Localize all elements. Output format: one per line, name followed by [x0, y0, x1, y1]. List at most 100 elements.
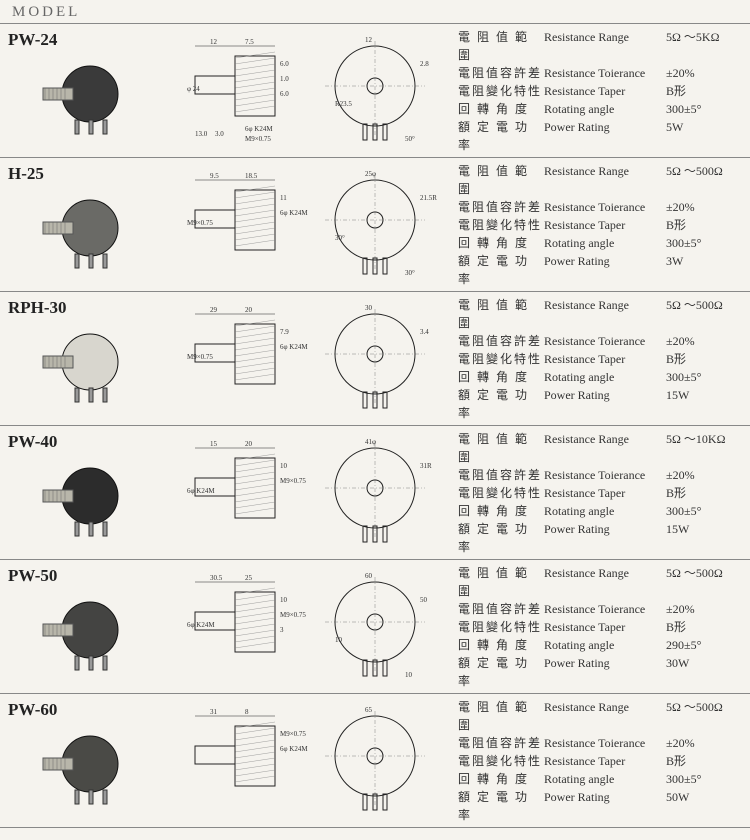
svg-text:30.5: 30.5 — [210, 574, 223, 582]
svg-text:30°: 30° — [405, 269, 415, 277]
model-name: PW-60 — [8, 700, 57, 720]
spec-line: 額 定 電 功 率Power Rating3W — [458, 252, 742, 288]
spec-line: 額 定 電 功 率Power Rating30W — [458, 654, 742, 690]
spec-line: 電阻變化特性Resistance TaperB形 — [458, 618, 742, 636]
svg-text:10: 10 — [280, 462, 288, 470]
spec-line: 額 定 電 功 率Power Rating15W — [458, 520, 742, 556]
spec-label-cn: 回 轉 角 度 — [458, 234, 544, 252]
spec-label-cn: 電阻值容許差 — [458, 64, 544, 82]
spec-line: 電阻值容許差Resistance Toierance±20% — [458, 198, 742, 216]
spec-value: ±20% — [666, 64, 742, 82]
spec-label-cn: 額 定 電 功 率 — [458, 118, 544, 154]
svg-text:3: 3 — [280, 626, 284, 634]
spec-label-en: Resistance Toierance — [544, 332, 666, 350]
spec-value: 300±5° — [666, 770, 742, 788]
spec-line: 額 定 電 功 率Power Rating5W — [458, 118, 742, 154]
spec-value: 5Ω ～500Ω — [666, 162, 742, 198]
spec-label-en: Resistance Taper — [544, 618, 666, 636]
svg-text:10: 10 — [280, 596, 288, 604]
spec-label-cn: 電阻變化特性 — [458, 752, 544, 770]
spec-label-en: Power Rating — [544, 252, 666, 288]
svg-text:30°: 30° — [335, 234, 345, 242]
svg-text:20: 20 — [245, 440, 253, 448]
spec-label-en: Rotating angle — [544, 636, 666, 654]
model-row: PW-60318M9×0.756φ K24M65電 阻 值 範 圍Resista… — [0, 694, 750, 828]
spec-value: 300±5° — [666, 100, 742, 118]
svg-text:50°: 50° — [405, 135, 415, 143]
spec-line: 回 轉 角 度Rotating angle300±5° — [458, 100, 742, 118]
spec-label-cn: 額 定 電 功 率 — [458, 520, 544, 556]
svg-text:65: 65 — [365, 706, 373, 714]
spec-label-cn: 回 轉 角 度 — [458, 502, 544, 520]
spec-line: 電阻值容許差Resistance Toierance±20% — [458, 332, 742, 350]
spec-value: 5W — [666, 118, 742, 154]
spec-line: 電阻變化特性Resistance TaperB形 — [458, 350, 742, 368]
svg-text:R23.5: R23.5 — [335, 100, 352, 108]
model-row: PW-40152010M9×0.756φ K24M41φ31R電 阻 值 範 圍… — [0, 426, 750, 560]
spec-line: 電 阻 值 範 圍Resistance Range5Ω ～500Ω — [458, 564, 742, 600]
svg-text:6φ K24M: 6φ K24M — [280, 745, 308, 753]
spec-value: 3W — [666, 252, 742, 288]
spec-line: 電阻值容許差Resistance Toierance±20% — [458, 734, 742, 752]
spec-line: 電阻變化特性Resistance TaperB形 — [458, 216, 742, 234]
spec-label-cn: 電 阻 值 範 圍 — [458, 564, 544, 600]
spec-label-cn: 電阻變化特性 — [458, 350, 544, 368]
spec-label-cn: 額 定 電 功 率 — [458, 788, 544, 824]
spec-label-en: Resistance Toierance — [544, 64, 666, 82]
spec-value: 300±5° — [666, 368, 742, 386]
model-column: PW-24 — [0, 28, 170, 153]
spec-label-cn: 回 轉 角 度 — [458, 100, 544, 118]
svg-text:31: 31 — [210, 708, 218, 716]
svg-text:18.5: 18.5 — [245, 172, 258, 180]
model-row: RPH-3029207.96φ K24MM9×0.75303.4電 阻 值 範 … — [0, 292, 750, 426]
spec-value: 50W — [666, 788, 742, 824]
svg-text:M9×0.75: M9×0.75 — [187, 353, 213, 361]
spec-label-cn: 電阻變化特性 — [458, 484, 544, 502]
spec-value: 300±5° — [666, 502, 742, 520]
spec-value: 5Ω ～500Ω — [666, 698, 742, 734]
svg-text:13.0: 13.0 — [195, 130, 208, 138]
spec-label-en: Power Rating — [544, 118, 666, 154]
spec-label-en: Resistance Range — [544, 296, 666, 332]
spec-line: 電阻值容許差Resistance Toierance±20% — [458, 600, 742, 618]
svg-text:M9×0.75: M9×0.75 — [280, 730, 306, 738]
model-column: PW-60 — [0, 698, 170, 823]
product-photo — [35, 722, 135, 807]
svg-text:31R: 31R — [420, 462, 432, 470]
spec-label-en: Resistance Taper — [544, 82, 666, 100]
diagram-column: 29207.96φ K24MM9×0.75303.4 — [170, 296, 450, 421]
model-column: PW-50 — [0, 564, 170, 689]
spec-label-en: Rotating angle — [544, 368, 666, 386]
spec-value: B形 — [666, 618, 742, 636]
spec-label-en: Rotating angle — [544, 234, 666, 252]
svg-text:41φ: 41φ — [365, 438, 376, 446]
spec-value: 5Ω ～10KΩ — [666, 430, 742, 466]
spec-line: 回 轉 角 度Rotating angle300±5° — [458, 368, 742, 386]
spec-label-en: Rotating angle — [544, 770, 666, 788]
spec-label-cn: 電阻變化特性 — [458, 216, 544, 234]
spec-label-cn: 電阻值容許差 — [458, 466, 544, 484]
svg-text:29: 29 — [210, 306, 218, 314]
spec-label-en: Power Rating — [544, 788, 666, 824]
spec-label-en: Resistance Taper — [544, 752, 666, 770]
spec-value: 15W — [666, 520, 742, 556]
model-name: PW-40 — [8, 432, 57, 452]
spec-label-cn: 回 轉 角 度 — [458, 636, 544, 654]
spec-label-cn: 額 定 電 功 率 — [458, 654, 544, 690]
spec-label-en: Resistance Range — [544, 28, 666, 64]
spec-value: 5Ω ～5KΩ — [666, 28, 742, 64]
model-column: RPH-30 — [0, 296, 170, 421]
page-header: MODEL — [0, 0, 750, 24]
spec-column: 電 阻 值 範 圍Resistance Range5Ω ～5KΩ電阻值容許差Re… — [450, 28, 750, 153]
spec-line: 電阻值容許差Resistance Toierance±20% — [458, 466, 742, 484]
spec-label-en: Power Rating — [544, 386, 666, 422]
spec-line: 電阻變化特性Resistance TaperB形 — [458, 484, 742, 502]
spec-value: 5Ω ～500Ω — [666, 564, 742, 600]
svg-text:6.0: 6.0 — [280, 90, 289, 98]
spec-value: ±20% — [666, 332, 742, 350]
svg-text:10: 10 — [335, 636, 343, 644]
model-row: PW-24127.56.01.0φ 246.06φ K24MM9×0.753.0… — [0, 24, 750, 158]
model-rows: PW-24127.56.01.0φ 246.06φ K24MM9×0.753.0… — [0, 24, 750, 828]
spec-line: 回 轉 角 度Rotating angle290±5° — [458, 636, 742, 654]
spec-line: 電阻值容許差Resistance Toierance±20% — [458, 64, 742, 82]
